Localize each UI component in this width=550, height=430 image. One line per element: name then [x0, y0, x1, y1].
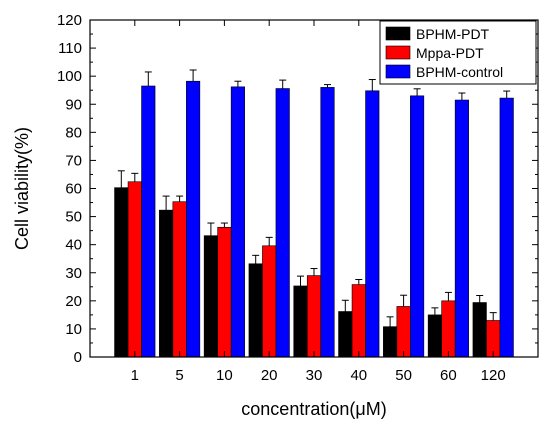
y-tick-label: 120 — [57, 12, 82, 29]
x-tick-label: 1 — [131, 367, 139, 384]
y-tick-label: 40 — [65, 237, 82, 254]
y-tick-label: 100 — [57, 68, 82, 85]
bar-bphm-pdt — [338, 311, 353, 358]
x-tick-label: 20 — [261, 367, 278, 384]
bar-mppa-pdt — [172, 201, 187, 358]
legend-label-bphm-control: BPHM-control — [416, 64, 503, 80]
bars-layer — [114, 80, 514, 358]
y-tick-label: 90 — [65, 96, 82, 113]
error-bars-layer — [117, 69, 511, 327]
x-tick-label: 120 — [481, 367, 506, 384]
bar-bphm-control — [365, 90, 380, 358]
bar-bphm-pdt — [159, 209, 174, 358]
x-tick-label: 50 — [395, 367, 412, 384]
bar-bphm-pdt — [293, 285, 308, 358]
legend-swatch-bphm-pdt — [385, 26, 411, 41]
legend-swatch-mppa-pdt — [385, 45, 411, 60]
bar-bphm-control — [186, 80, 201, 358]
y-tick-label: 110 — [58, 40, 82, 57]
bar-mppa-pdt — [351, 284, 366, 358]
x-tick-label: 5 — [175, 367, 183, 384]
y-tick-label: 60 — [65, 181, 82, 198]
x-axis: 1 5 10 20 30 40 50 60 120 — [131, 20, 506, 384]
x-tick-label: 60 — [440, 367, 457, 384]
y-tick-label: 0 — [74, 349, 82, 366]
legend-swatch-bphm-control — [385, 64, 411, 79]
y-tick-label: 10 — [65, 321, 82, 338]
bar-mppa-pdt — [306, 275, 322, 358]
bar-bphm-control — [275, 88, 290, 358]
bar-bphm-pdt — [114, 187, 129, 358]
bar-mppa-pdt — [217, 226, 232, 358]
bar-mppa-pdt — [441, 300, 456, 358]
y-axis-title: Cell viability(%) — [12, 127, 32, 250]
x-tick-label: 40 — [350, 367, 367, 384]
bar-bphm-control — [320, 87, 335, 358]
bar-bphm-pdt — [203, 235, 218, 358]
y-tick-label: 80 — [65, 124, 82, 141]
bar-bphm-pdt — [383, 326, 398, 358]
x-tick-label: 30 — [306, 367, 323, 384]
bar-bphm-control — [454, 99, 469, 358]
y-tick-label: 30 — [65, 265, 82, 282]
legend-label-bphm-pdt: BPHM-PDT — [416, 26, 490, 42]
x-tick-label: 10 — [216, 367, 233, 384]
legend-label-mppa-pdt: Mppa-PDT — [416, 45, 484, 61]
bar-bphm-pdt — [427, 314, 442, 358]
bar-mppa-pdt — [262, 245, 277, 358]
y-tick-label: 50 — [65, 209, 82, 226]
bar-bphm-control — [230, 86, 245, 358]
x-axis-title: concentration(μM) — [241, 399, 386, 419]
bar-bphm-control — [410, 95, 425, 358]
bar-mppa-pdt — [127, 181, 142, 358]
bar-bphm-control — [499, 97, 514, 358]
y-tick-label: 20 — [65, 293, 82, 310]
bar-bphm-control — [141, 85, 156, 358]
bar-bphm-pdt — [248, 263, 263, 358]
bar-mppa-pdt — [396, 306, 411, 358]
legend: BPHM-PDT Mppa-PDT BPHM-control — [379, 20, 537, 85]
bar-bphm-pdt — [472, 302, 487, 358]
y-tick-label: 70 — [65, 152, 82, 169]
